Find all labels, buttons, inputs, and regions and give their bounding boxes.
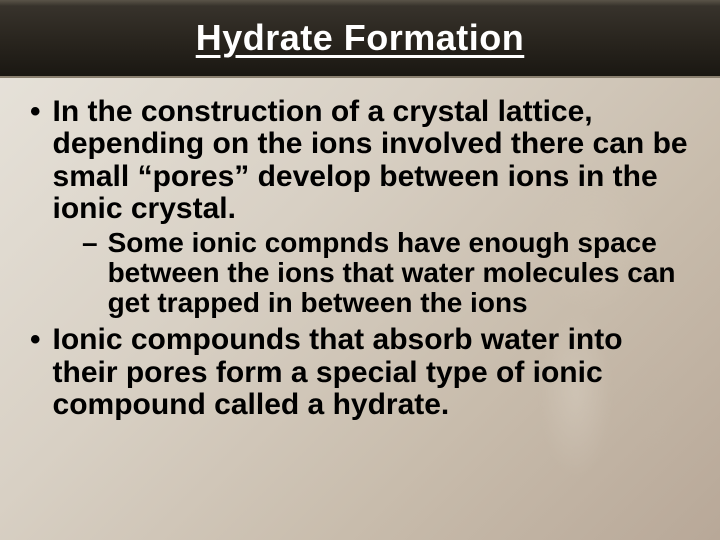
slide-title: Hydrate Formation	[196, 17, 525, 59]
bullet-text: In the construction of a crystal lattice…	[53, 96, 690, 226]
bullet-text: Some ionic compnds have enough space bet…	[108, 228, 690, 319]
bullet-marker: –	[82, 228, 98, 319]
bullet-marker: •	[30, 96, 41, 226]
bullet-level-1: • Ionic compounds that absorb water into…	[30, 324, 690, 421]
title-bar: Hydrate Formation	[0, 0, 720, 78]
slide-content: • In the construction of a crystal latti…	[0, 78, 720, 433]
bullet-text: Ionic compounds that absorb water into t…	[53, 324, 690, 421]
bullet-level-2: – Some ionic compnds have enough space b…	[82, 228, 690, 319]
bullet-marker: •	[30, 324, 41, 421]
bullet-level-1: • In the construction of a crystal latti…	[30, 96, 690, 226]
